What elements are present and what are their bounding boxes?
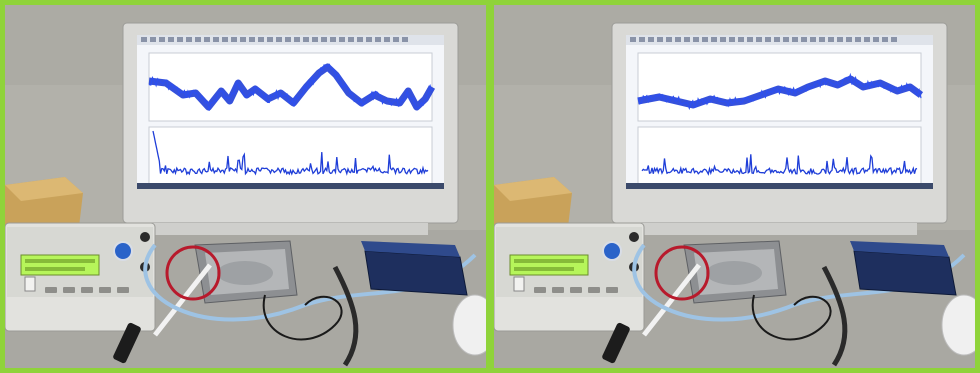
monitor-stand bbox=[153, 223, 428, 235]
generator-lcd bbox=[509, 254, 589, 276]
highlight-circle bbox=[654, 245, 710, 301]
bnc-connector bbox=[629, 232, 639, 242]
photo-panel-right bbox=[494, 5, 975, 368]
bnc-connector bbox=[140, 232, 150, 242]
signal-trace-bottom bbox=[641, 154, 918, 176]
generator-button bbox=[99, 287, 111, 293]
probe-handle bbox=[602, 322, 630, 364]
monitor-stand bbox=[642, 223, 917, 235]
generator-button bbox=[45, 287, 57, 293]
black-cable bbox=[751, 294, 832, 341]
computer-mouse bbox=[452, 294, 486, 356]
generator-button bbox=[552, 287, 564, 293]
generator-button bbox=[534, 287, 546, 293]
taskbar bbox=[137, 183, 444, 189]
power-switch bbox=[513, 276, 525, 292]
power-switch bbox=[24, 276, 36, 292]
sensor-probe bbox=[153, 263, 212, 337]
generator-button bbox=[81, 287, 93, 293]
generator-button bbox=[117, 287, 129, 293]
black-cable bbox=[262, 294, 343, 341]
generator-knob bbox=[602, 241, 622, 261]
photo-panel-left bbox=[5, 5, 486, 368]
generator-button bbox=[570, 287, 582, 293]
generator-button bbox=[588, 287, 600, 293]
sensor-probe bbox=[642, 263, 701, 337]
plot-top bbox=[148, 52, 433, 122]
lab-setup-photo-right bbox=[494, 5, 975, 368]
usb-oscilloscope bbox=[364, 250, 468, 296]
generator-button bbox=[63, 287, 75, 293]
plot-bottom bbox=[637, 126, 922, 188]
black-cable bbox=[332, 265, 359, 367]
lab-setup-photo-left bbox=[5, 5, 486, 368]
probe-handle bbox=[113, 322, 141, 364]
highlight-circle bbox=[165, 245, 221, 301]
computer-mouse bbox=[941, 294, 975, 356]
generator-knob bbox=[113, 241, 133, 261]
usb-oscilloscope bbox=[853, 250, 957, 296]
taskbar bbox=[626, 183, 933, 189]
generator-lcd bbox=[20, 254, 100, 276]
black-cable bbox=[821, 265, 848, 367]
generator-button bbox=[606, 287, 618, 293]
signal-trace-bottom bbox=[152, 130, 429, 176]
